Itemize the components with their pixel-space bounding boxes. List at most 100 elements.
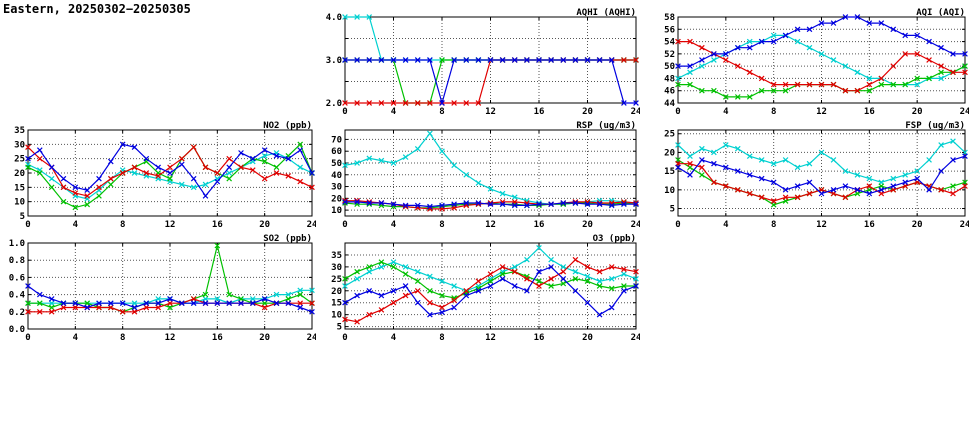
svg-text:0: 0 (25, 220, 30, 230)
svg-text:0: 0 (25, 333, 30, 343)
svg-text:12: 12 (165, 333, 176, 343)
page-title: Eastern, 20250302−20250305 (3, 2, 191, 16)
svg-text:20: 20 (259, 220, 270, 230)
svg-text:30: 30 (331, 183, 342, 193)
chart-fsp: 0 4 8 12 16 20 24 5 10 15 20 25 FSP (ug/m3) (651, 120, 969, 232)
chart-o3: 0 4 8 12 16 20 24 5 10 15 20 25 30 35 O3 (ppb) (318, 233, 640, 345)
svg-text:0.0: 0.0 (9, 325, 25, 335)
chart-svg-so2: 0 4 8 12 16 20 24 0.0 0.2 0.4 0.6 0.8 1.0 SO2 (ppb) (9, 234, 316, 343)
svg-text:54: 54 (664, 38, 675, 48)
svg-text:2.0: 2.0 (326, 99, 342, 109)
svg-text:16: 16 (212, 333, 223, 343)
svg-text:25: 25 (331, 275, 342, 285)
svg-text:5: 5 (337, 323, 342, 333)
svg-text:20: 20 (912, 107, 923, 117)
svg-text:50: 50 (331, 159, 342, 169)
svg-text:20: 20 (259, 333, 270, 343)
svg-text:8: 8 (120, 220, 125, 230)
svg-text:3.0: 3.0 (326, 56, 342, 66)
svg-text:24: 24 (631, 107, 640, 117)
chart-title-so2: SO2 (ppb) (263, 234, 312, 244)
svg-text:20: 20 (14, 169, 25, 179)
svg-text:16: 16 (534, 107, 545, 117)
svg-text:5: 5 (670, 205, 675, 215)
svg-text:30: 30 (14, 140, 25, 150)
chart-aqhi: 0 4 8 12 16 20 24 2.0 3.0 4.0 AQHI (AQHI) (318, 7, 640, 119)
svg-text:10: 10 (664, 186, 675, 196)
svg-text:0: 0 (675, 220, 680, 230)
svg-text:8: 8 (439, 220, 444, 230)
svg-text:0: 0 (675, 107, 680, 117)
chart-title-o3: O3 (ppb) (593, 234, 636, 244)
svg-text:25: 25 (664, 130, 675, 140)
svg-text:4: 4 (391, 333, 397, 343)
chart-title-fsp: FSP (ug/m3) (905, 121, 965, 131)
svg-text:40: 40 (331, 171, 342, 181)
svg-text:15: 15 (331, 299, 342, 309)
svg-text:20: 20 (582, 220, 593, 230)
svg-text:48: 48 (664, 74, 675, 84)
svg-text:58: 58 (664, 13, 675, 23)
svg-text:24: 24 (631, 333, 640, 343)
svg-text:4: 4 (391, 107, 397, 117)
svg-text:10: 10 (331, 311, 342, 321)
svg-text:0.4: 0.4 (9, 291, 26, 301)
svg-text:12: 12 (816, 107, 827, 117)
svg-text:4: 4 (723, 107, 729, 117)
svg-text:56: 56 (664, 25, 675, 35)
svg-text:5: 5 (20, 212, 25, 222)
svg-text:52: 52 (664, 50, 675, 60)
chart-svg-fsp: 0 4 8 12 16 20 24 5 10 15 20 25 FSP (ug/m3) (664, 121, 969, 230)
svg-text:70: 70 (331, 135, 342, 145)
svg-text:12: 12 (485, 333, 496, 343)
svg-text:20: 20 (331, 287, 342, 297)
svg-text:24: 24 (960, 220, 969, 230)
svg-text:12: 12 (165, 220, 176, 230)
chart-title-aqhi: AQHI (AQHI) (576, 8, 636, 18)
chart-svg-aqhi: 0 4 8 12 16 20 24 2.0 3.0 4.0 AQHI (AQHI) (326, 8, 640, 117)
svg-text:0: 0 (342, 333, 347, 343)
svg-text:16: 16 (534, 220, 545, 230)
svg-text:35: 35 (14, 126, 25, 136)
svg-text:4: 4 (73, 220, 79, 230)
svg-text:4: 4 (391, 220, 397, 230)
svg-text:12: 12 (485, 107, 496, 117)
svg-text:20: 20 (664, 148, 675, 158)
chart-title-no2: NO2 (ppb) (263, 121, 312, 131)
svg-text:8: 8 (439, 333, 444, 343)
svg-text:8: 8 (120, 333, 125, 343)
svg-text:24: 24 (307, 333, 316, 343)
svg-text:35: 35 (331, 251, 342, 261)
chart-so2: 0 4 8 12 16 20 24 0.0 0.2 0.4 0.6 0.8 1.0 SO2 (ppb) (1, 233, 316, 345)
svg-text:1.0: 1.0 (9, 239, 25, 249)
svg-text:0: 0 (342, 220, 347, 230)
svg-text:10: 10 (331, 206, 342, 216)
svg-text:12: 12 (816, 220, 827, 230)
svg-text:20: 20 (582, 107, 593, 117)
svg-text:4: 4 (723, 220, 729, 230)
svg-text:8: 8 (771, 107, 776, 117)
svg-text:50: 50 (664, 62, 675, 72)
svg-text:20: 20 (331, 194, 342, 204)
svg-text:20: 20 (582, 333, 593, 343)
chart-rsp: 0 4 8 12 16 20 24 10 20 30 40 50 60 70 RSP (ug/m3) (318, 120, 640, 232)
svg-text:16: 16 (212, 220, 223, 230)
svg-text:46: 46 (664, 87, 675, 97)
svg-text:60: 60 (331, 147, 342, 157)
svg-text:15: 15 (664, 167, 675, 177)
chart-svg-no2: 0 4 8 12 16 20 24 5 10 15 20 25 30 35 NO2 (ppb) (14, 121, 316, 230)
svg-text:8: 8 (771, 220, 776, 230)
svg-text:0: 0 (342, 107, 347, 117)
svg-text:10: 10 (14, 198, 25, 208)
svg-text:0.8: 0.8 (9, 256, 25, 266)
svg-text:4.0: 4.0 (326, 13, 342, 23)
svg-text:24: 24 (631, 220, 640, 230)
svg-text:4: 4 (73, 333, 79, 343)
svg-text:0.6: 0.6 (9, 273, 25, 283)
chart-aqi: 0 4 8 12 16 20 24 44 46 48 50 52 54 56 58 AQI (AQI) (651, 7, 969, 119)
svg-text:24: 24 (960, 107, 969, 117)
svg-text:16: 16 (864, 220, 875, 230)
svg-text:30: 30 (331, 263, 342, 273)
